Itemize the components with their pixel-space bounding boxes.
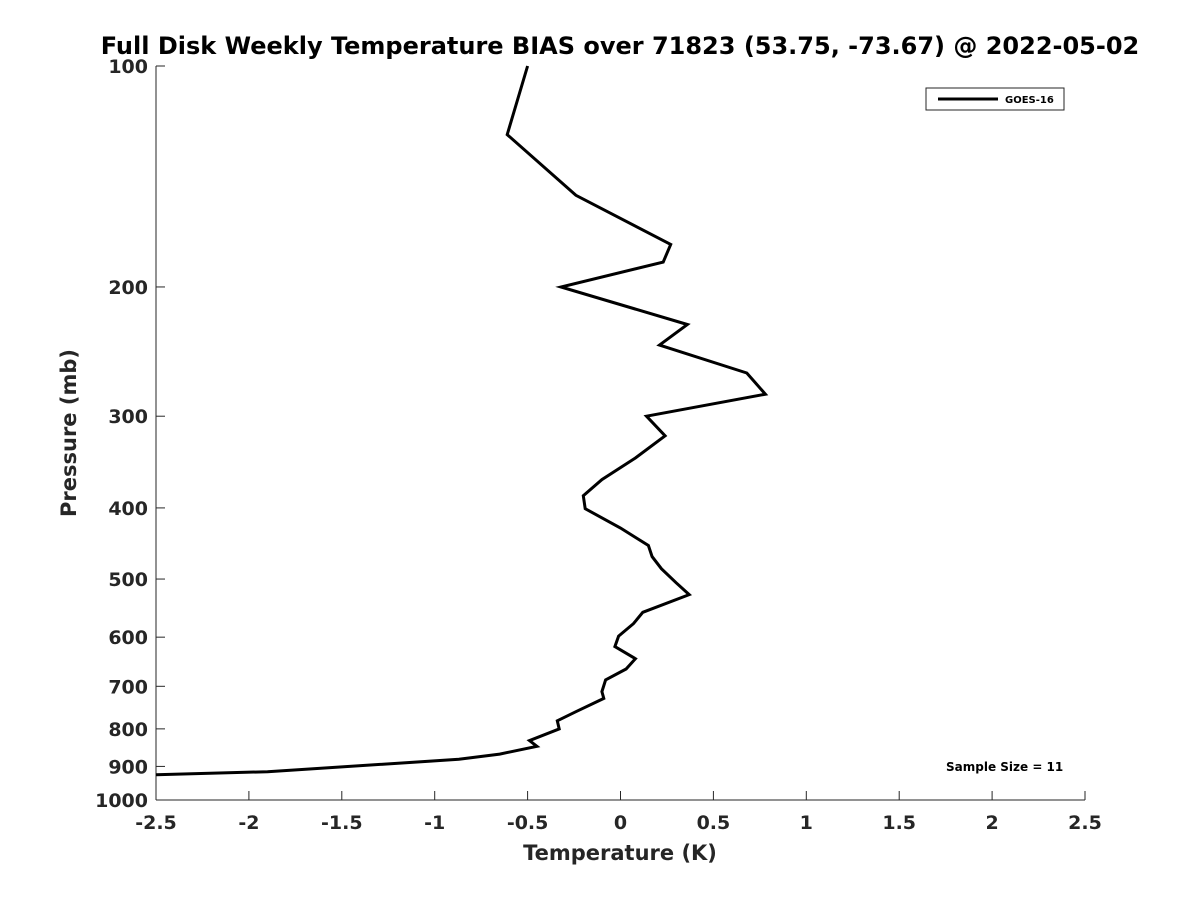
series-layer bbox=[155, 65, 769, 777]
y-tick-label: 100 bbox=[108, 56, 148, 78]
sample-size-annotation: Sample Size = 11 bbox=[946, 760, 1063, 774]
x-tick-label: 2 bbox=[985, 812, 998, 834]
x-tick-label: 1.5 bbox=[882, 812, 916, 834]
y-tick-label: 800 bbox=[108, 719, 148, 741]
series-line-goes-16 bbox=[155, 65, 769, 777]
y-tick-label: 200 bbox=[108, 277, 148, 299]
x-tick-label: -2 bbox=[238, 812, 259, 834]
y-tick-label: 400 bbox=[108, 498, 148, 520]
x-tick-label: 2.5 bbox=[1068, 812, 1102, 834]
y-ticks: 100 200 300 400 500 600 700 800 900 1000 bbox=[95, 56, 165, 812]
x-tick-label: 0.5 bbox=[697, 812, 731, 834]
chart-title: Full Disk Weekly Temperature BIAS over 7… bbox=[101, 32, 1140, 60]
x-tick-label: -2.5 bbox=[135, 812, 177, 834]
y-tick-label: 900 bbox=[108, 756, 148, 778]
x-tick-label: -0.5 bbox=[507, 812, 549, 834]
y-tick-label: 1000 bbox=[95, 790, 148, 812]
y-axis-label: Pressure (mb) bbox=[57, 349, 81, 517]
legend-label-goes16: GOES-16 bbox=[1005, 95, 1054, 106]
y-tick-label: 500 bbox=[108, 569, 148, 591]
plot-axes bbox=[155, 66, 1085, 801]
legend: GOES-16 bbox=[925, 87, 1065, 111]
x-ticks: -2.5 -2 -1.5 -1 -0.5 0 0.5 1 1.5 2 2.5 bbox=[135, 791, 1102, 834]
y-tick-label: 300 bbox=[108, 406, 148, 428]
x-axis-label: Temperature (K) bbox=[523, 841, 717, 865]
y-tick-label: 700 bbox=[108, 676, 148, 698]
x-tick-label: -1 bbox=[424, 812, 445, 834]
x-tick-label: 0 bbox=[614, 812, 627, 834]
x-tick-label: -1.5 bbox=[321, 812, 363, 834]
x-tick-label: 1 bbox=[800, 812, 813, 834]
y-tick-label: 600 bbox=[108, 627, 148, 649]
